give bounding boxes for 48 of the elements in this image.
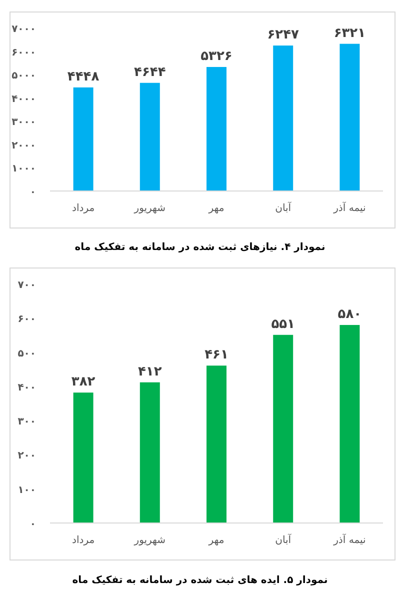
data-label: ۶۳۲۱ xyxy=(334,26,366,41)
bar xyxy=(273,334,294,523)
y-tick-label: ۶۰۰ xyxy=(18,314,36,326)
data-label: ۶۲۴۷ xyxy=(267,28,300,43)
bar xyxy=(73,87,94,191)
y-tick-label: ۳۰۰ xyxy=(18,416,36,428)
data-label: ۵۳۲۶ xyxy=(200,48,232,64)
bar xyxy=(273,46,294,191)
bar xyxy=(73,392,94,523)
bar xyxy=(140,82,160,191)
data-label: ۴۴۴۸ xyxy=(67,69,100,84)
x-tick-label: مرداد xyxy=(72,203,95,214)
y-tick-label: ۰ xyxy=(30,187,36,198)
y-tick-label: ۱۰۰۰ xyxy=(12,164,36,175)
x-tick-label: مرداد xyxy=(72,535,95,546)
x-tick-label: آبان xyxy=(275,201,292,214)
bar xyxy=(206,366,226,523)
y-tick-label: ۶۰۰۰ xyxy=(12,47,36,58)
data-label: ۴۱۲ xyxy=(138,364,162,380)
data-label: ۴۶۱ xyxy=(204,348,228,363)
y-tick-label: ۷۰۰ xyxy=(18,280,36,291)
data-label: ۳۸۲ xyxy=(71,374,96,390)
y-tick-label: ۵۰۰ xyxy=(18,348,36,360)
x-tick-label: شهریور xyxy=(133,535,166,546)
y-tick-label: ۴۰۰ xyxy=(18,382,36,394)
x-tick-label: مهر xyxy=(208,203,224,214)
x-tick-label: آبان xyxy=(275,533,292,546)
y-tick-label: ۴۰۰۰ xyxy=(12,94,36,105)
y-tick-label: ۱۰۰ xyxy=(18,484,36,496)
text: نمودار ۵. ایده های ثبت شده در سامانه به تفکیک ماه xyxy=(72,575,328,586)
y-tick-label: ۷۰۰۰ xyxy=(12,24,36,35)
data-label: ۵۸۰ xyxy=(338,306,362,322)
x-tick-label: شهریور xyxy=(133,203,166,214)
y-tick-label: ۵۰۰۰ xyxy=(12,70,36,82)
bar xyxy=(340,324,360,523)
data-label: ۵۵۱ xyxy=(271,316,296,332)
x-tick-label: نیمه آذر xyxy=(332,533,366,546)
bar xyxy=(206,66,226,191)
y-tick-label: ۰ xyxy=(30,519,36,530)
x-tick-label: نیمه آذر xyxy=(332,201,366,214)
bar xyxy=(140,382,160,523)
y-tick-label: ۳۰۰۰ xyxy=(12,117,36,128)
bar xyxy=(340,44,360,191)
y-tick-label: ۲۰۰ xyxy=(18,450,36,462)
data-label: ۴۶۴۴ xyxy=(134,64,166,80)
x-tick-label: مهر xyxy=(208,535,224,546)
y-tick-label: ۲۰۰۰ xyxy=(12,140,36,152)
text: نمودار ۴. نیازهای ثبت شده در سامانه به تفکیک ماه xyxy=(74,242,326,253)
